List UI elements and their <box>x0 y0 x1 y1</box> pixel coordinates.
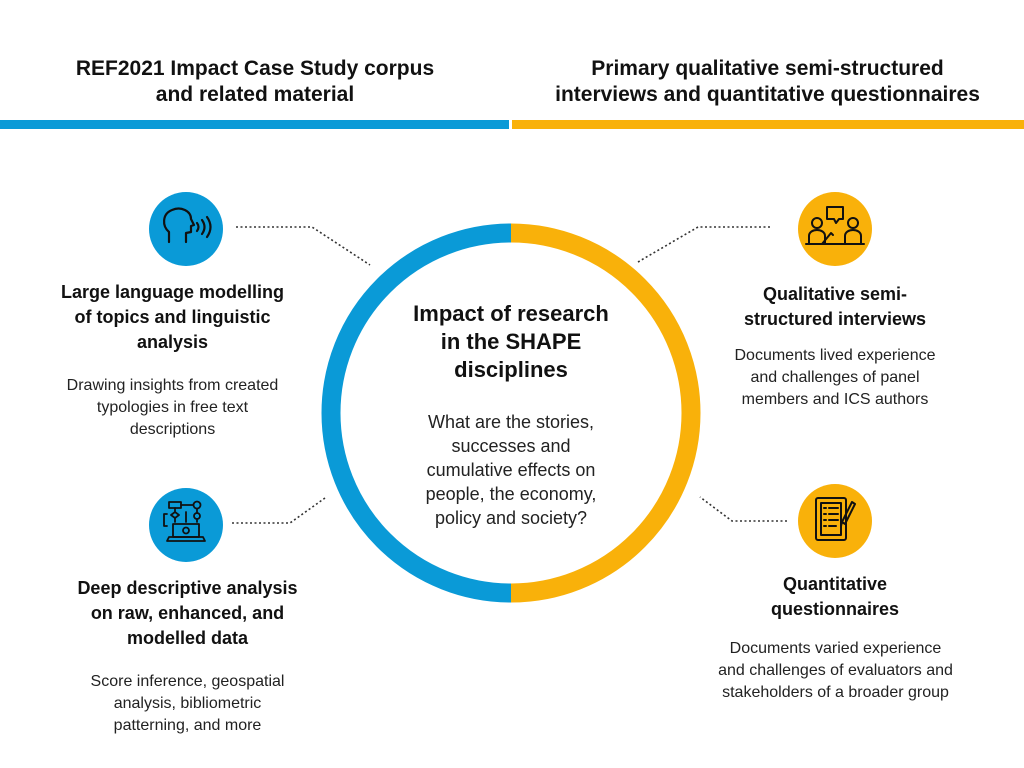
llm-title: Large language modelling of topics and l… <box>30 280 315 355</box>
deep-title-line: modelled data <box>126 628 249 648</box>
questionnaires-title-line: Quantitative <box>782 574 888 594</box>
interviews-description-line: Documents lived experience <box>734 347 936 364</box>
deep-title-line: Deep descriptive analysis <box>77 578 298 598</box>
llm-title-line: Large language modelling <box>60 282 285 302</box>
flowchart-laptop-icon <box>149 488 223 562</box>
questionnaires-description-line: stakeholders of a broader group <box>722 684 949 701</box>
center-title-line: disciplines <box>454 357 568 382</box>
center-question: What are the stories, successes and cumu… <box>391 410 631 530</box>
header-left-line: and related material <box>155 83 355 106</box>
leader-line-interviews <box>637 226 770 263</box>
leader-line-deep <box>232 497 326 524</box>
deep-description-line: patterning, and more <box>113 717 262 734</box>
center-title-line: Impact of research <box>413 301 609 326</box>
leader-line-llm <box>236 226 371 266</box>
questionnaires-title-line: questionnaires <box>770 599 900 619</box>
deep-description-line: analysis, bibliometric <box>113 695 262 712</box>
deep-description-line: Score inference, geospatial <box>90 673 285 690</box>
llm-description-line: typologies in free text <box>96 399 249 416</box>
questionnaires-description: Documents varied experience and challeng… <box>683 638 988 704</box>
center-title-line: in the SHAPE <box>440 329 582 354</box>
interviews-title: Qualitative semi- structured interviews <box>705 282 965 332</box>
interviews-title-line: structured interviews <box>743 309 927 329</box>
deep-title: Deep descriptive analysis on raw, enhanc… <box>45 576 330 651</box>
header-right-bar <box>512 120 1024 129</box>
header-right-title: Primary qualitative semi-structured inte… <box>515 56 1020 108</box>
ring-right-half <box>510 223 701 603</box>
center-question-line: successes and <box>451 436 571 456</box>
header-right-line: interviews and quantitative questionnair… <box>555 83 980 106</box>
llm-title-line: of topics and linguistic <box>74 307 271 327</box>
llm-description-line: Drawing insights from created <box>66 377 279 394</box>
interviews-description: Documents lived experience and challenge… <box>690 345 980 411</box>
questionnaires-title: Quantitative questionnaires <box>705 572 965 622</box>
center-question-line: people, the economy, <box>425 484 597 504</box>
questionnaire-clipboard-icon <box>798 484 872 558</box>
center-question-line: cumulative effects on <box>426 460 596 480</box>
center-question-line: policy and society? <box>434 508 588 528</box>
center-question-line: What are the stories, <box>427 412 595 432</box>
llm-description: Drawing insights from created typologies… <box>30 375 315 441</box>
deep-title-line: on raw, enhanced, and <box>90 603 285 623</box>
header-left-line: REF2021 Impact Case Study corpus <box>75 57 435 80</box>
deep-description: Score inference, geospatial analysis, bi… <box>45 671 330 737</box>
header-right-line: Primary qualitative semi-structured <box>591 57 944 80</box>
speaking-head-icon <box>149 192 223 266</box>
interview-people-icon <box>798 192 872 266</box>
center-title: Impact of research in the SHAPE discipli… <box>386 300 636 384</box>
header-left-bar <box>0 120 509 129</box>
header-left-title: REF2021 Impact Case Study corpus and rel… <box>20 56 490 108</box>
questionnaires-description-line: and challenges of evaluators and <box>718 662 953 679</box>
ring-left-half <box>321 223 512 603</box>
interviews-title-line: Qualitative semi- <box>762 284 908 304</box>
llm-description-line: descriptions <box>129 421 216 438</box>
questionnaires-description-line: Documents varied experience <box>729 640 942 657</box>
llm-title-line: analysis <box>136 332 209 352</box>
leader-line-questionnaires <box>699 496 787 522</box>
interviews-description-line: members and ICS authors <box>741 391 929 408</box>
interviews-description-line: and challenges of panel <box>750 369 920 386</box>
